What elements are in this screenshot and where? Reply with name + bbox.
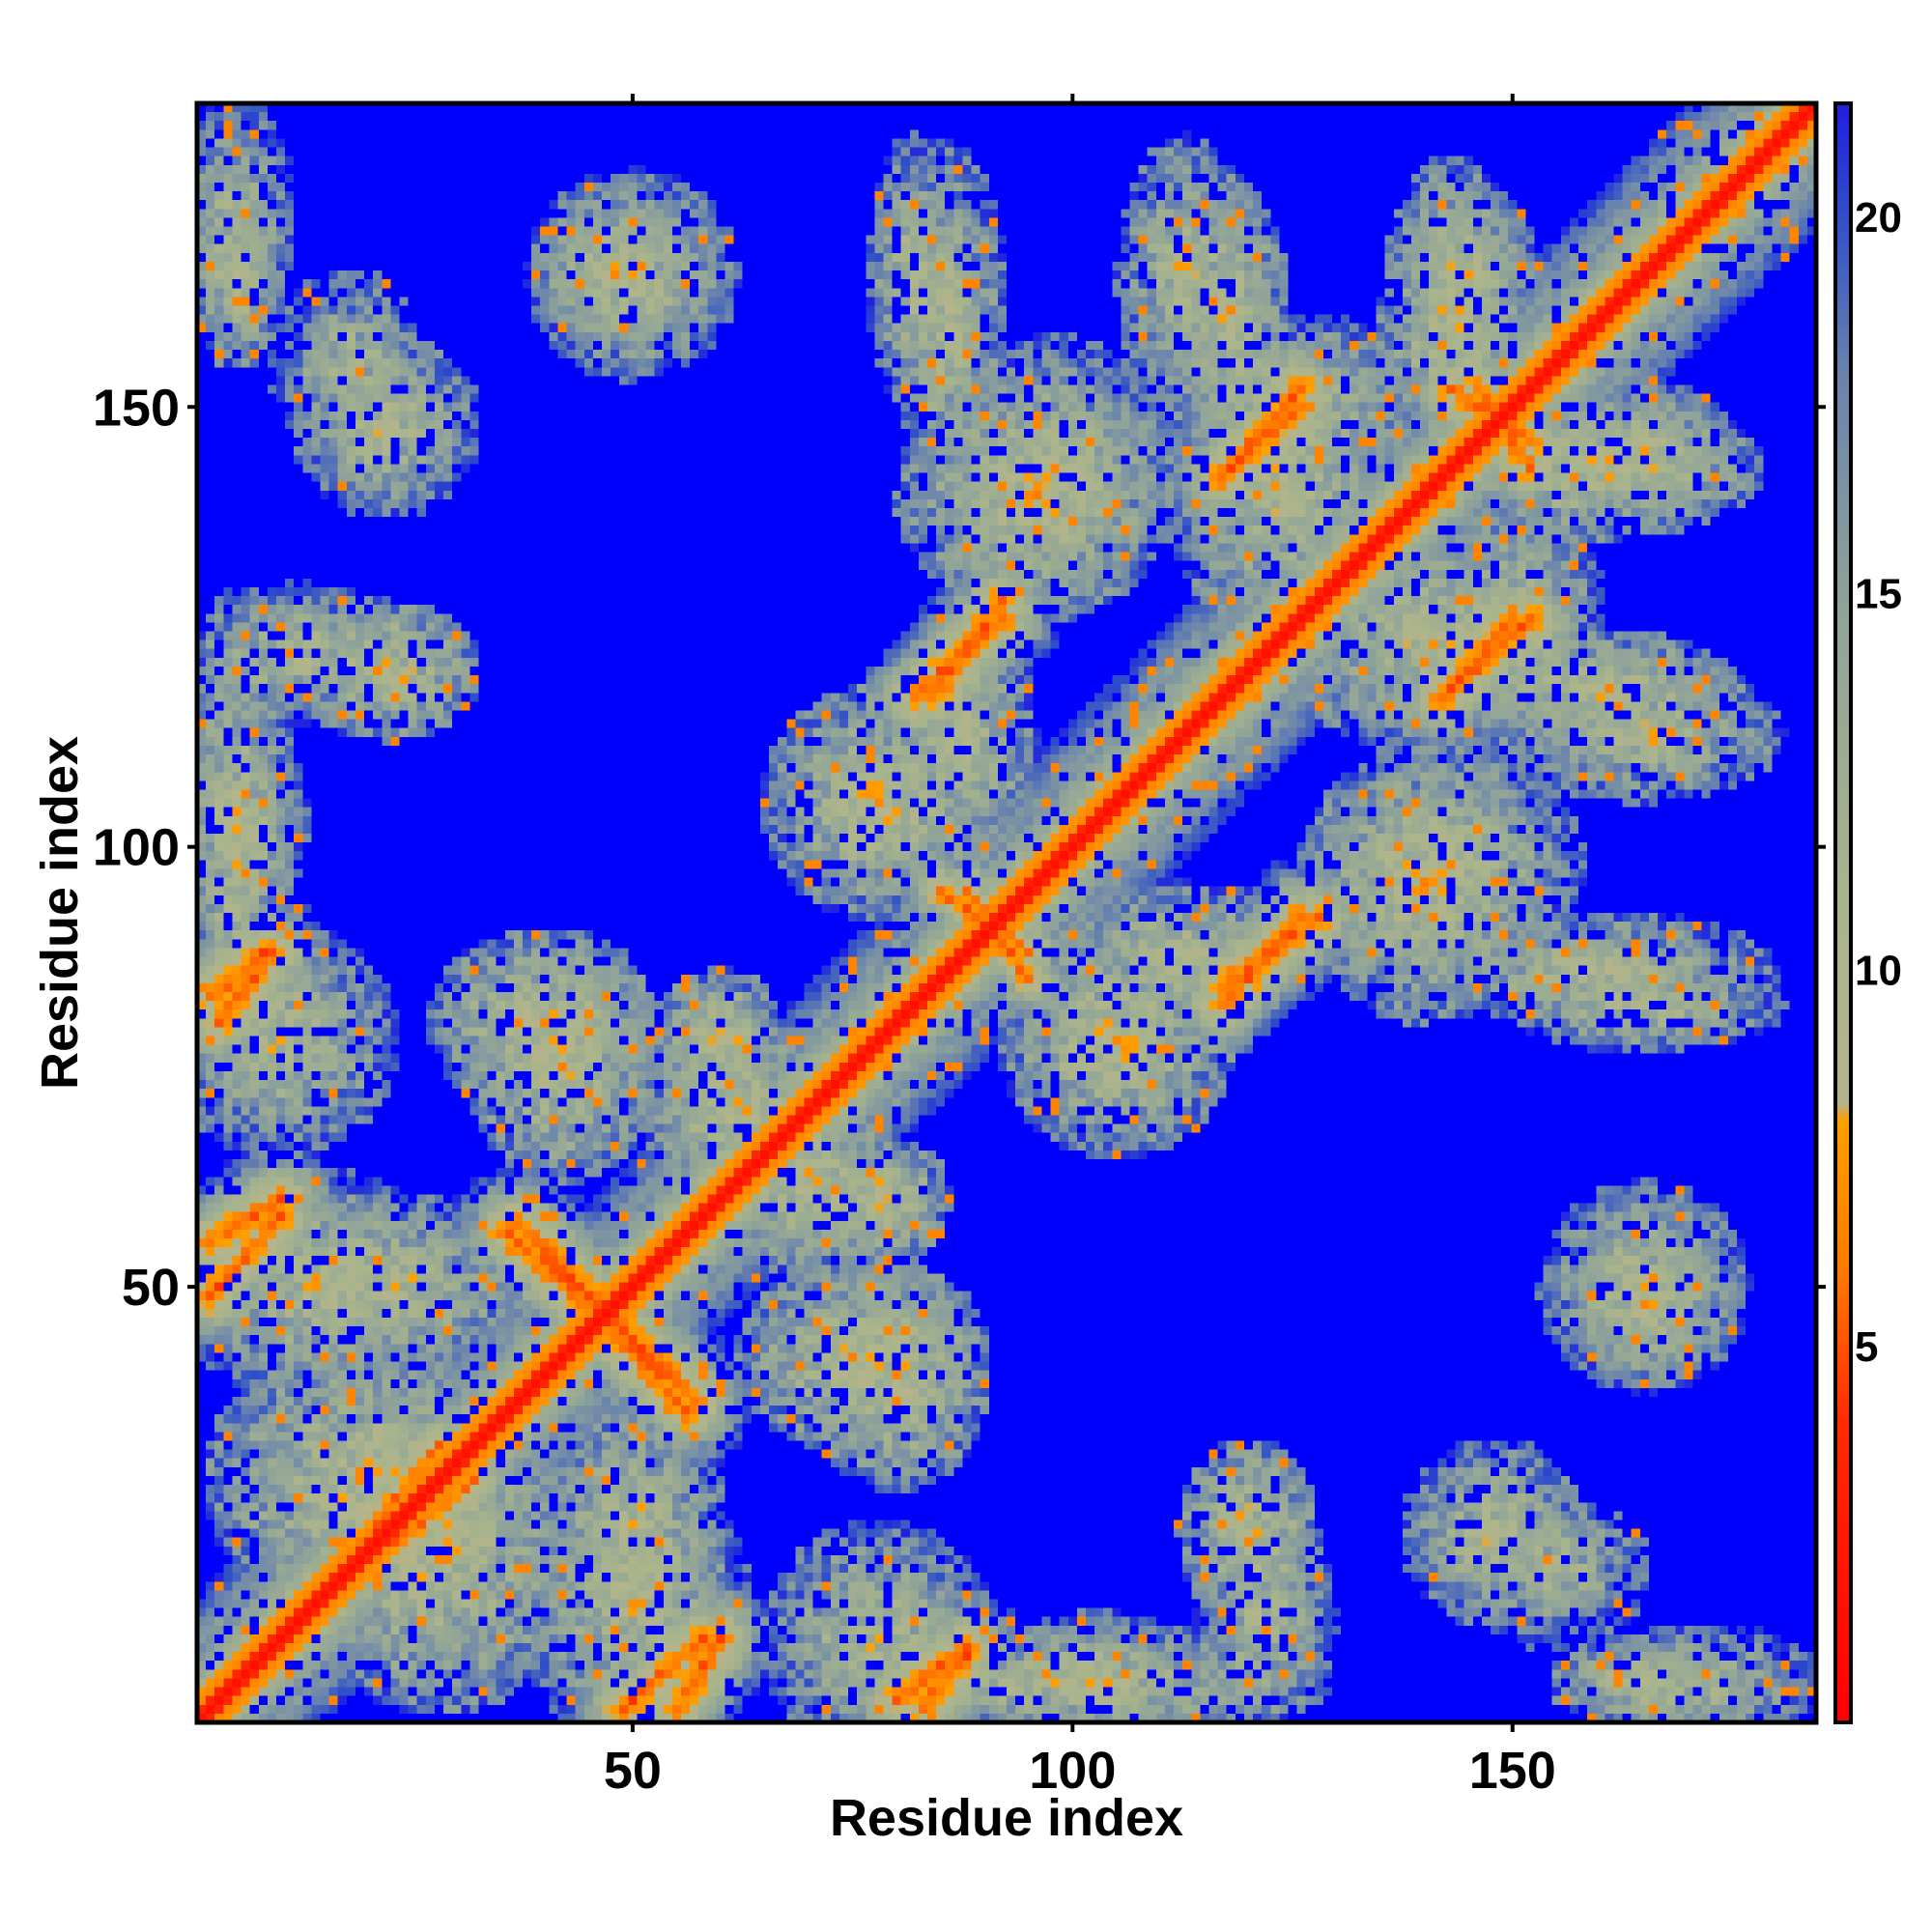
colorbar-tick-label: 10 bbox=[1855, 947, 1902, 994]
y-axis-ticks: 50 100 150 bbox=[93, 379, 1826, 1317]
x-axis-title: Residue index bbox=[830, 1789, 1183, 1847]
colorbar-ticks: 5 10 15 20 bbox=[1855, 194, 1902, 1371]
x-tick-label: 50 bbox=[604, 1742, 662, 1800]
y-tick-label: 50 bbox=[122, 1259, 180, 1317]
y-tick-label: 150 bbox=[93, 379, 180, 437]
x-tick-label: 100 bbox=[1029, 1742, 1116, 1800]
colorbar-tick-label: 20 bbox=[1855, 194, 1902, 242]
heatmap-plot-area bbox=[197, 103, 1816, 1722]
colorbar-tick-label: 5 bbox=[1855, 1323, 1878, 1371]
x-tick-label: 150 bbox=[1469, 1742, 1556, 1800]
y-axis-title: Residue index bbox=[31, 736, 89, 1090]
x-axis-ticks: 50 100 150 bbox=[604, 94, 1556, 1800]
plot-frame bbox=[194, 100, 1819, 1725]
y-tick-label: 100 bbox=[93, 819, 180, 877]
colorbar bbox=[1835, 103, 1851, 1722]
colorbar-frame bbox=[1833, 101, 1853, 1724]
colorbar-tick-label: 15 bbox=[1855, 571, 1902, 618]
